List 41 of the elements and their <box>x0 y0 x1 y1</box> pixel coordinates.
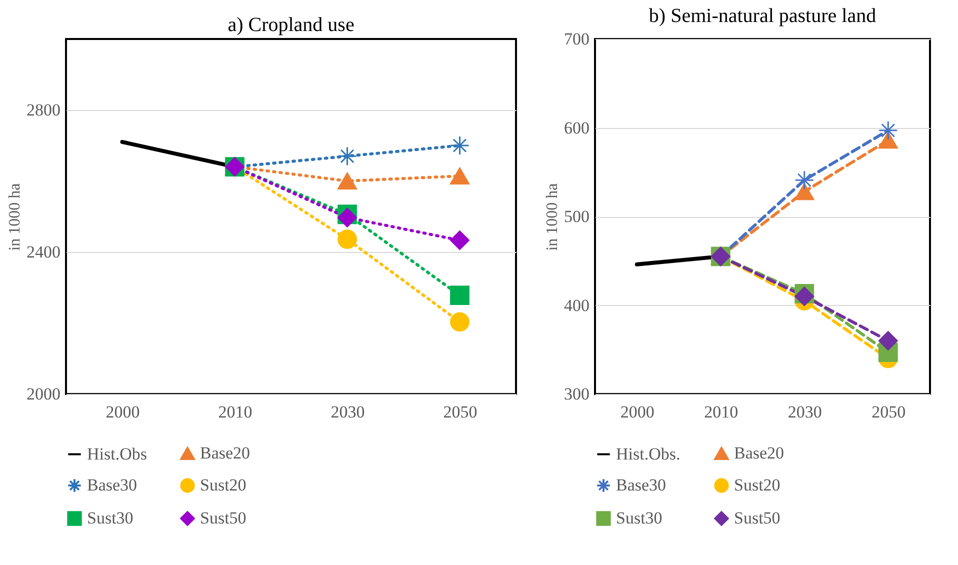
legend-label: Sust50 <box>734 508 780 528</box>
legend-label: Sust50 <box>200 508 246 528</box>
y-tick-label: 700 <box>564 30 590 48</box>
legend-label: Sust30 <box>616 508 662 528</box>
x-tick-label: 2000 <box>620 402 654 422</box>
x-tick-label: 2000 <box>106 402 140 422</box>
y-tick-label: 600 <box>564 118 590 138</box>
point <box>450 136 470 156</box>
legend-label: Hist.Obs. <box>616 444 680 464</box>
x-tick-label: 2050 <box>443 402 478 422</box>
y-tick-label: 2400 <box>26 242 60 262</box>
point <box>338 230 357 249</box>
legend-label: Sust20 <box>200 476 246 494</box>
y-tick-label: 300 <box>564 384 590 404</box>
y-tick-label: 500 <box>564 207 590 226</box>
y-tick-label: 2000 <box>26 384 60 404</box>
point <box>450 312 470 332</box>
x-tick-label: 2030 <box>788 402 822 422</box>
point <box>878 331 898 350</box>
x-tick-label: 2030 <box>330 402 365 422</box>
legend-label: Base20 <box>734 444 784 463</box>
legend-label: Base20 <box>200 444 250 463</box>
point <box>338 208 357 228</box>
point <box>794 286 814 306</box>
legend-label: Base30 <box>87 476 138 494</box>
point <box>338 146 357 166</box>
legend-label: Base30 <box>616 476 666 494</box>
x-tick-label: 2050 <box>872 402 906 422</box>
point <box>450 230 470 250</box>
y-axis-title: in 1000 ha <box>6 183 24 251</box>
legend-label: Sust20 <box>734 476 780 494</box>
x-tick-label: 2010 <box>704 402 738 422</box>
chart-title: a) Cropland use <box>228 14 354 36</box>
legend-label: Hist.Obs <box>87 444 147 464</box>
chart-title: b) Semi-natural pasture land <box>648 5 876 27</box>
y-tick-label: 400 <box>564 296 590 315</box>
legend-label: Sust30 <box>87 508 134 528</box>
y-axis-title: in 1000 ha <box>544 183 561 251</box>
y-tick-label: 2800 <box>26 100 60 120</box>
point <box>450 286 470 306</box>
x-tick-label: 2010 <box>218 402 252 422</box>
